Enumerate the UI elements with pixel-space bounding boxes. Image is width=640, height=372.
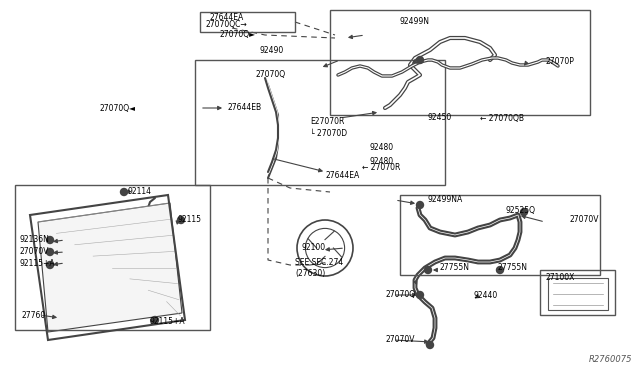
Text: 27760: 27760 [22,311,46,320]
Circle shape [426,341,433,349]
Text: ← 27070R: ← 27070R [362,164,401,173]
Text: R2760075: R2760075 [589,355,632,364]
Text: 92499NA: 92499NA [428,196,463,205]
Circle shape [424,266,431,273]
Bar [330,10,590,115]
Text: 92100: 92100 [302,244,326,253]
Text: └ 27070D: └ 27070D [310,129,347,138]
Circle shape [417,202,424,208]
Text: ← 27070QB: ← 27070QB [480,113,524,122]
Text: 92480: 92480 [370,144,394,153]
Circle shape [417,57,424,64]
Text: 92115: 92115 [178,215,202,224]
Circle shape [47,237,54,244]
Text: 92115+A: 92115+A [150,317,186,327]
Text: 27070Q: 27070Q [385,291,415,299]
Bar [540,270,615,315]
Text: 27070QC→: 27070QC→ [205,20,247,29]
Circle shape [497,266,504,273]
Circle shape [417,292,424,298]
Text: 27644EB: 27644EB [228,103,262,112]
Text: 27644EA: 27644EA [210,13,244,22]
Text: 27100X: 27100X [546,273,575,282]
Text: E27070R: E27070R [310,118,344,126]
Text: 27755N: 27755N [440,263,470,273]
Text: SEE SEC.274
(27630): SEE SEC.274 (27630) [295,258,343,278]
Circle shape [120,189,127,196]
Bar [200,12,295,32]
Text: 92440: 92440 [473,291,497,299]
Text: 92450: 92450 [428,113,452,122]
Bar [195,60,445,185]
Text: 92490: 92490 [260,46,284,55]
Text: 27070V: 27070V [570,215,600,224]
Text: 27755N: 27755N [497,263,527,273]
Text: 92499N: 92499N [400,17,430,26]
Text: 27070Q: 27070Q [255,71,285,80]
Circle shape [47,262,54,269]
Text: 92136N: 92136N [20,235,50,244]
Bar [548,278,608,310]
Text: 27070V: 27070V [20,247,49,257]
Circle shape [47,248,54,256]
Text: 27644EA: 27644EA [325,170,359,180]
Bar [400,195,600,275]
Text: 92525Q: 92525Q [505,205,535,215]
Polygon shape [38,203,182,332]
Text: 27070V: 27070V [385,336,415,344]
Text: 27070Q►: 27070Q► [220,31,256,39]
Text: 92115+A: 92115+A [20,259,56,267]
Text: 27070P: 27070P [545,58,574,67]
Circle shape [152,317,159,324]
Text: 27070Q◄: 27070Q◄ [100,103,136,112]
Circle shape [177,217,184,224]
Text: 92480: 92480 [370,157,394,167]
Circle shape [520,208,527,215]
Bar [15,185,210,330]
Text: 92114: 92114 [128,187,152,196]
